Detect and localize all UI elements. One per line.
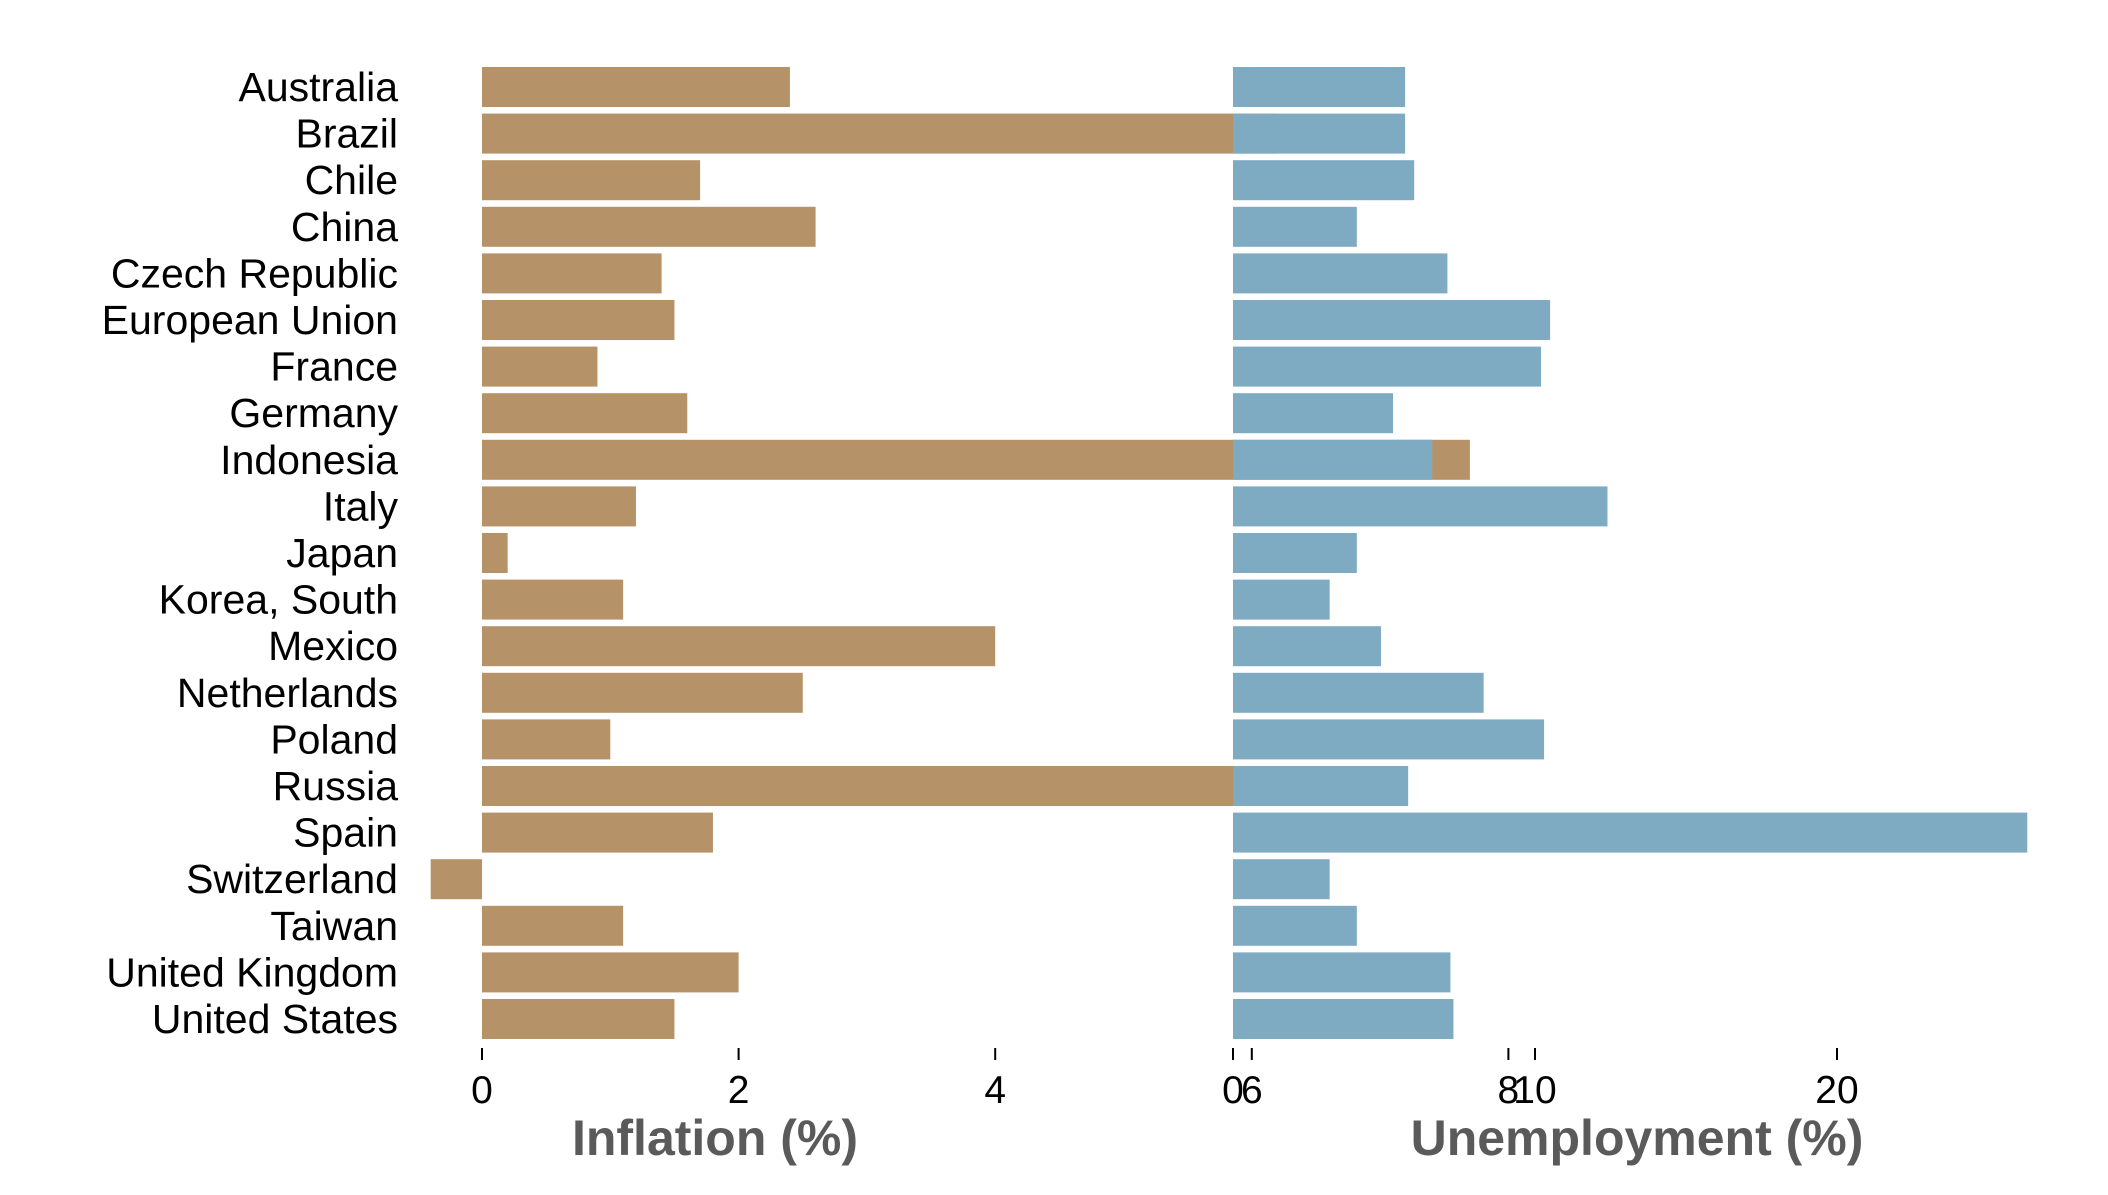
inflation-bar-france [482,346,598,387]
unemployment-bar-france [1233,346,1542,387]
category-label-russia: Russia [273,763,399,809]
category-label-united-kingdom: United Kingdom [106,949,398,995]
inflation-bar-italy [482,486,636,527]
unemployment-bar-taiwan [1233,905,1357,946]
unemployment-bar-italy [1233,486,1608,527]
inflation-tick-label: 0 [471,1069,493,1112]
inflation-bar-korea-south [482,579,624,620]
category-label-france: France [270,344,398,390]
category-label-china: China [291,204,398,250]
category-label-poland: Poland [270,716,398,762]
inflation-bar-germany [482,393,688,434]
category-label-netherlands: Netherlands [177,670,398,716]
category-label-european-union: European Union [102,297,398,343]
inflation-bar-mexico [482,626,996,667]
inflation-bar-china [482,206,816,247]
category-label-spain: Spain [293,810,398,856]
unemployment-bar-germany [1233,393,1394,434]
unemployment-bar-european-union [1233,300,1551,340]
inflation-bar-japan [482,533,508,573]
category-label-korea-south: Korea, South [159,577,398,623]
inflation-bar-czech-republic [482,253,662,294]
inflation-bar-poland [482,719,611,760]
unemployment-bar-russia [1233,766,1409,806]
inflation-tick-label: 4 [984,1069,1006,1112]
unemployment-bar-japan [1233,533,1357,573]
inflation-bar-brazil [482,113,1278,154]
inflation-bar-taiwan [482,905,624,946]
unemployment-panel: Unemployment (%) 0 10 20 [1222,67,2028,1166]
unemployment-bar-australia [1233,67,1406,107]
inflation-bar-european-union [482,300,675,340]
unemployment-bar-china [1233,206,1357,247]
unemployment-bar-spain [1233,812,2028,853]
unemployment-tick-label: 0 [1222,1069,1244,1112]
inflation-bar-switzerland [430,859,482,900]
inflation-tick-label: 8 [1498,1069,1520,1112]
unemployment-axis-title: Unemployment (%) [1411,1110,1864,1166]
unemployment-bar-korea-south [1233,579,1330,620]
unemployment-bar-united-states [1233,999,1454,1039]
category-label-switzerland: Switzerland [186,856,398,902]
category-label-chile: Chile [305,157,398,203]
category-label-mexico: Mexico [268,623,398,669]
inflation-bar-united-kingdom [482,952,739,993]
category-label-australia: Australia [238,64,398,110]
category-label-japan: Japan [286,530,398,576]
category-label-indonesia: Indonesia [220,437,398,483]
unemployment-tick-label: 20 [1815,1069,1858,1112]
unemployment-bar-mexico [1233,626,1381,667]
inflation-bar-australia [482,67,790,107]
category-label-united-states: United States [152,996,398,1042]
unemployment-bar-chile [1233,160,1415,201]
unemployment-bar-poland [1233,719,1545,760]
inflation-panel: Inflation (%) 0 2 4 6 8 [430,67,1520,1166]
unemployment-bar-netherlands [1233,672,1484,713]
category-label-taiwan: Taiwan [270,903,398,949]
unemployment-tick-label: 10 [1513,1069,1556,1112]
category-label-italy: Italy [323,483,399,529]
category-label-germany: Germany [229,390,398,436]
inflation-bar-chile [482,160,701,201]
category-label-brazil: Brazil [295,111,398,157]
inflation-axis-title: Inflation (%) [572,1110,858,1166]
unemployment-bar-switzerland [1233,859,1330,900]
inflation-bar-united-states [482,999,675,1039]
category-label-czech-republic: Czech Republic [111,250,398,296]
unemployment-bar-indonesia [1233,439,1433,480]
inflation-bar-netherlands [482,672,803,713]
unemployment-bar-brazil [1233,113,1406,154]
inflation-tick-label: 6 [1241,1069,1263,1112]
inflation-tick-label: 2 [728,1069,750,1112]
inflation-bar-spain [482,812,713,853]
unemployment-bar-united-kingdom [1233,952,1451,993]
inflation-bar-russia [482,766,1355,806]
unemployment-bar-czech-republic [1233,253,1448,294]
